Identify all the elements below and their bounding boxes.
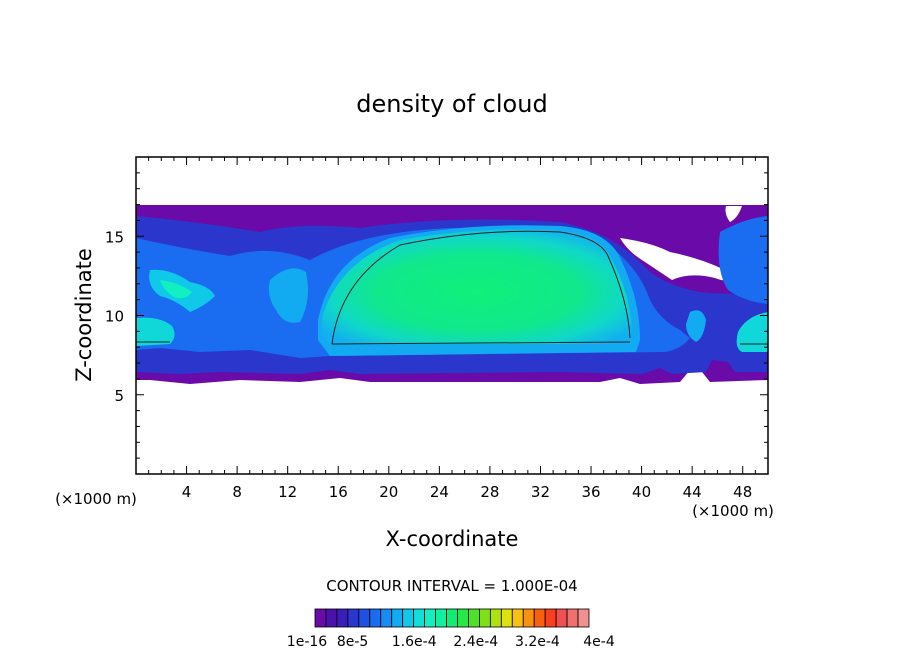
x-unit-right: (×1000 m) [692, 502, 774, 520]
left-cyan-patch [268, 268, 308, 323]
colorbar-swatch [424, 608, 436, 628]
dense-core [322, 229, 632, 344]
colorbar-swatch [577, 608, 590, 628]
x-tick-label: 20 [379, 483, 398, 501]
colorbar [314, 608, 590, 628]
y-axis-label: Z-coordinate [72, 248, 96, 382]
x-tick-label: 4 [182, 483, 192, 501]
clear-gap [620, 238, 728, 281]
left-edge-cell [136, 317, 175, 346]
colorbar-swatch [468, 608, 480, 628]
colorbar-swatch [369, 608, 382, 628]
contour-line [136, 341, 768, 345]
left-light-patch [160, 280, 192, 299]
contour-line [331, 341, 631, 345]
clear-gap [725, 206, 742, 222]
colorbar-tick-label: 3.2e-4 [515, 634, 560, 650]
x-tick-label: 12 [278, 483, 297, 501]
x-tick-label: 24 [430, 483, 449, 501]
right-edge-cell [736, 312, 768, 352]
colorbar-swatch [511, 608, 524, 628]
colorbar-swatch [446, 608, 458, 628]
y-tick-label: 10 [105, 308, 124, 326]
x-tick-label: 16 [329, 483, 348, 501]
y-axis: 5 10 15 [105, 172, 768, 459]
x-axis: 4 8 12 16 20 24 28 32 36 40 44 48 [148, 157, 756, 501]
colorbar-swatch [358, 608, 371, 628]
x-tick-label: 8 [232, 483, 242, 501]
colorbar-tick-label: 4e-4 [583, 634, 615, 650]
colorbar-swatch [478, 608, 491, 628]
chart-title: density of cloud [356, 90, 547, 118]
colorbar-swatch [500, 608, 513, 628]
right-blue-blob [718, 216, 768, 304]
x-tick-label: 48 [733, 483, 752, 501]
right-mid-blob [686, 310, 706, 342]
colorbar-tick-label: 1.6e-4 [392, 634, 437, 650]
contour-line [331, 230, 631, 345]
colorbar-swatch [489, 608, 502, 628]
x-axis-label: X-coordinate [386, 527, 519, 551]
colorbar-swatch [314, 608, 327, 628]
colorbar-swatch [566, 608, 579, 628]
colorbar-tick-label: 2.4e-4 [453, 634, 498, 650]
x-tick-label: 40 [632, 483, 651, 501]
colorbar-swatch [435, 608, 447, 628]
colorbar-tick-label: 8e-5 [337, 634, 368, 650]
colorbar-swatch [402, 608, 415, 628]
colorbar-swatch [347, 608, 360, 628]
x-tick-label: 44 [683, 483, 702, 501]
colorbar-swatch [522, 608, 535, 628]
x-tick-label: 32 [531, 483, 550, 501]
colorbar-swatch [413, 608, 426, 628]
colorbar-tick-label: 1e-16 [287, 634, 327, 650]
colorbar-swatch [380, 608, 393, 628]
colorbar-swatch [544, 608, 557, 628]
plot-area [136, 157, 768, 474]
colorbar-swatch [325, 608, 338, 628]
colorbar-swatch [336, 608, 349, 628]
contour-interval-text: CONTOUR INTERVAL = 1.000E-04 [326, 577, 577, 595]
colorbar-swatch [457, 608, 469, 628]
y-tick-label: 15 [105, 228, 124, 246]
x-tick-label: 28 [480, 483, 499, 501]
colorbar-swatch [555, 608, 568, 628]
x-tick-label: 36 [581, 483, 600, 501]
x-unit-left: (×1000 m) [55, 490, 137, 508]
y-tick-label: 5 [114, 387, 124, 405]
colorbar-ticks: 1e-16 8e-5 1.6e-4 2.4e-4 3.2e-4 4e-4 [287, 634, 615, 650]
colorbar-swatch [533, 608, 546, 628]
colorbar-swatch [391, 608, 404, 628]
